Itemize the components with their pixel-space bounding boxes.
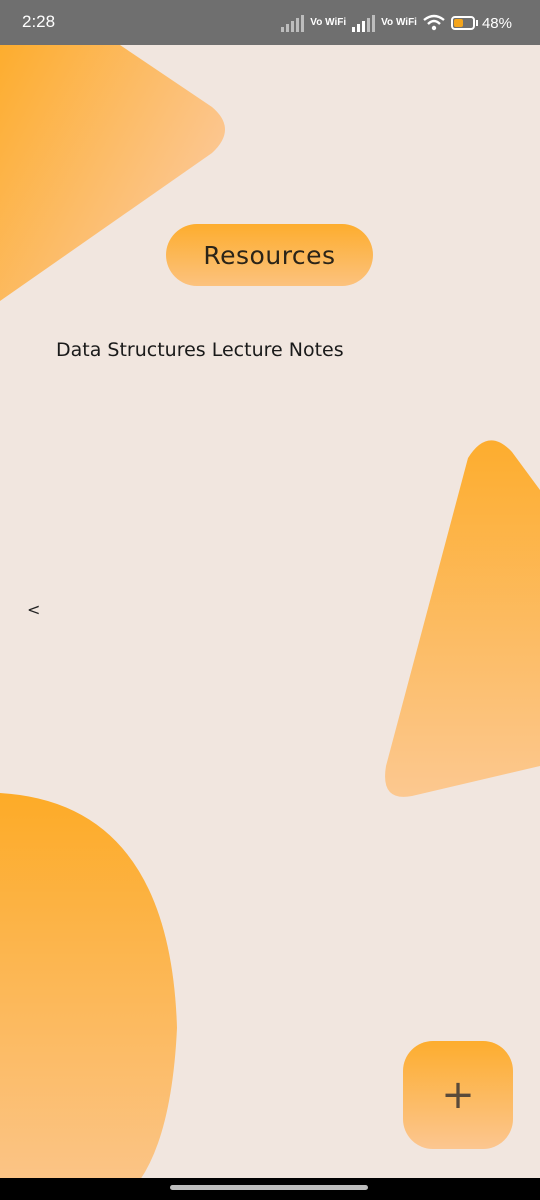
- vowifi-icon: Vo WiFi: [310, 17, 347, 28]
- decorative-triangle-right: [380, 436, 540, 802]
- battery-fill: [453, 19, 463, 27]
- battery-tip: [475, 20, 478, 26]
- signal-strength-icon: [281, 14, 305, 32]
- battery-indicator: 48%: [450, 14, 512, 32]
- vowifi-icon: Vo WiFi: [381, 17, 417, 28]
- battery-percent: 48%: [481, 14, 512, 32]
- plus-icon: +: [441, 1072, 475, 1118]
- wifi-icon: [423, 14, 445, 31]
- gesture-handle[interactable]: [170, 1185, 368, 1190]
- signal-strength-icon: [352, 14, 376, 32]
- decorative-triangle-top-left: [0, 45, 230, 305]
- battery-icon: [450, 16, 475, 30]
- status-bar: 2:28 Vo WiFi Vo WiFi 48%: [0, 0, 540, 45]
- add-resource-button[interactable]: +: [403, 1041, 513, 1149]
- back-chevron-icon[interactable]: <: [27, 600, 41, 619]
- resource-item[interactable]: Data Structures Lecture Notes: [56, 339, 344, 361]
- decorative-half-ellipse: [0, 793, 180, 1180]
- page-title: Resources: [166, 224, 373, 286]
- status-time: 2:28: [22, 12, 56, 31]
- status-icons: Vo WiFi Vo WiFi 48%: [281, 10, 512, 36]
- navigation-bar: [0, 1178, 540, 1200]
